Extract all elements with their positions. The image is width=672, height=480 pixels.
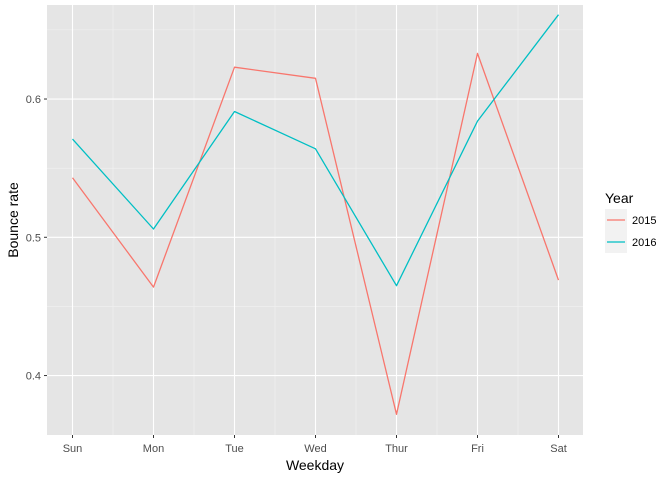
- y-tick-label: 0.5: [26, 232, 41, 244]
- x-axis-title: Weekday: [286, 457, 344, 473]
- x-axis: Sun Mon Tue Wed Thur Fri Sat: [63, 435, 567, 455]
- y-tick-label: 0.4: [26, 371, 41, 383]
- x-tick-label: Sat: [550, 443, 567, 455]
- legend: Year 2015 2016: [605, 190, 656, 253]
- series-line-2015: [71, 52, 560, 415]
- series-layer: [71, 14, 560, 415]
- x-tick-label: Thur: [385, 443, 408, 455]
- legend-label: 2016: [632, 237, 656, 249]
- legend-title: Year: [605, 190, 634, 206]
- x-tick-label: Sun: [63, 443, 83, 455]
- legend-label: 2015: [632, 215, 656, 227]
- series-line-2016: [72, 14, 560, 287]
- major-gridlines: [47, 5, 583, 435]
- y-axis: 0.4 0.5 0.6: [26, 94, 47, 383]
- x-tick-label: Fri: [471, 443, 484, 455]
- y-tick-label: 0.6: [26, 94, 41, 106]
- x-tick-label: Wed: [304, 443, 326, 455]
- x-tick-label: Tue: [225, 443, 244, 455]
- x-tick-label: Mon: [143, 443, 164, 455]
- y-axis-title: Bounce rate: [5, 182, 21, 258]
